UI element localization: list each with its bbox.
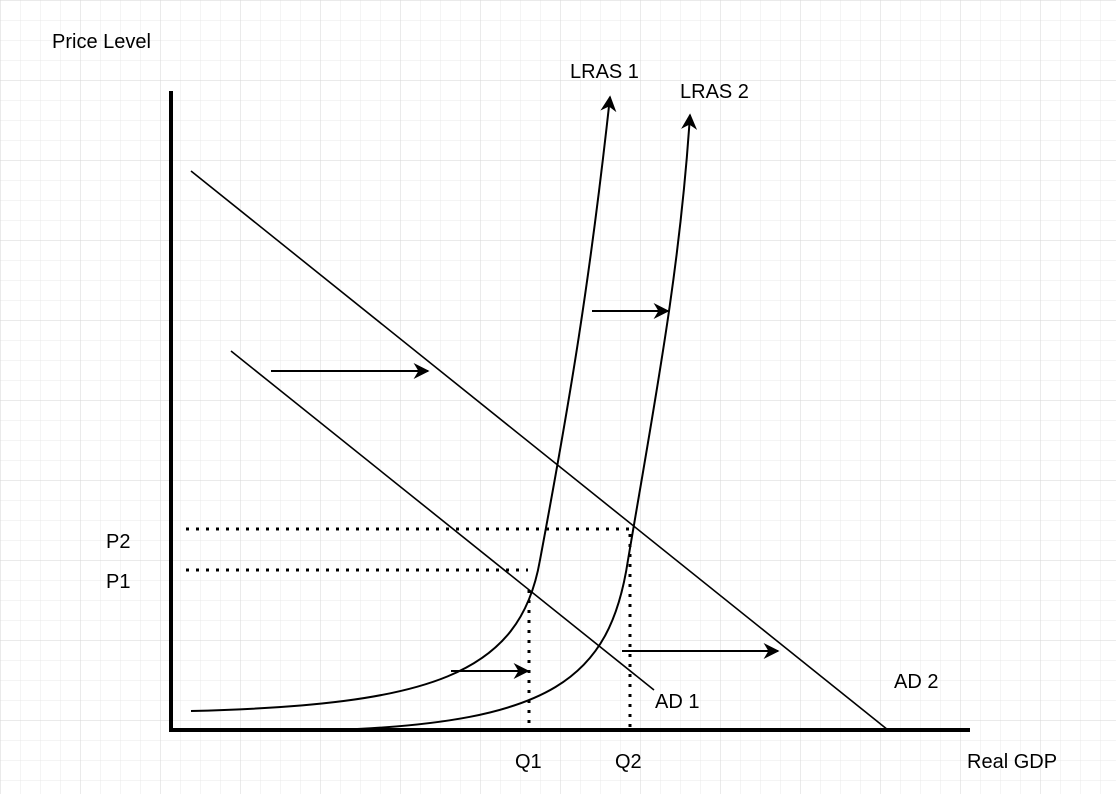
ad2-label: AD 2 <box>894 671 938 693</box>
q1-label: Q1 <box>515 751 542 773</box>
p1-label: P1 <box>106 571 130 593</box>
y-axis-label: Price Level <box>52 31 151 53</box>
ad2-curve <box>190 170 889 731</box>
ad1-curve <box>230 350 655 691</box>
x-axis-label: Real GDP <box>967 751 1057 773</box>
p2-label: P2 <box>106 531 130 553</box>
ad1-label: AD 1 <box>655 691 699 713</box>
lras1-curve <box>190 95 617 712</box>
lras2-curve <box>335 113 698 731</box>
q2-label: Q2 <box>615 751 642 773</box>
lras1-label: LRAS 1 <box>570 61 639 83</box>
lras2-label: LRAS 2 <box>680 81 749 103</box>
